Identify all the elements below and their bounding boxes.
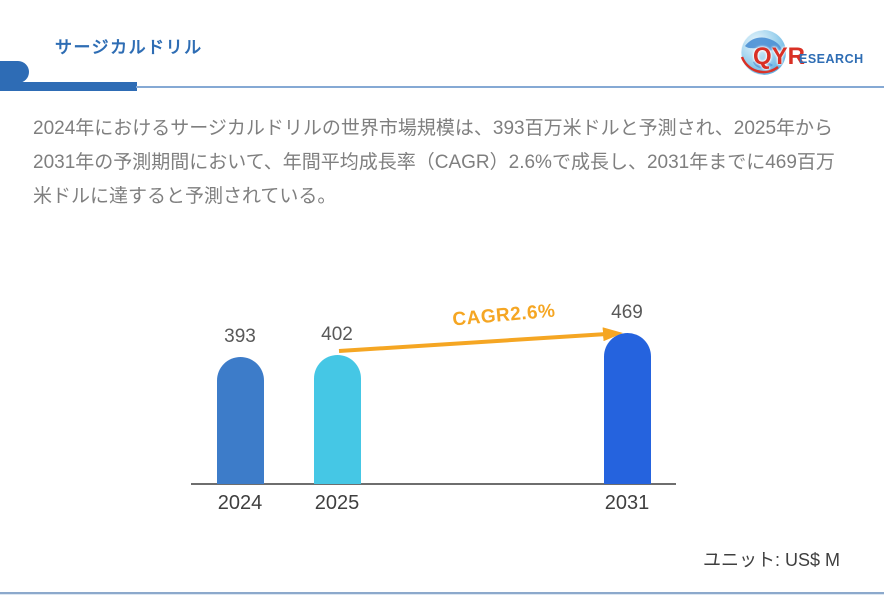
qyresearch-logo: QYR ESEARCH xyxy=(732,27,864,81)
title-underline-thick xyxy=(0,82,137,91)
x-axis-line xyxy=(191,483,676,485)
header-accent-tab xyxy=(0,61,29,83)
cagr-label: CAGR2.6% xyxy=(451,300,557,331)
bar-2031 xyxy=(603,333,651,484)
category-label-2031: 2031 xyxy=(604,492,650,514)
logo-text-esearch: ESEARCH xyxy=(799,52,864,66)
bottom-border xyxy=(0,592,884,594)
page-title: サージカルドリル xyxy=(55,38,203,57)
value-label-2024: 393 xyxy=(224,326,256,347)
globe-icon xyxy=(740,29,787,81)
summary-text: 2024年におけるサージカルドリルの世界市場規模は、393百万米ドルと予測され、… xyxy=(33,118,835,207)
category-label-2025: 2025 xyxy=(314,492,360,514)
value-label-2025: 402 xyxy=(321,324,353,345)
category-label-2024: 2024 xyxy=(217,492,263,514)
bar-2025 xyxy=(313,355,361,484)
title-underline-thin xyxy=(136,86,884,88)
bar-2024 xyxy=(216,357,264,484)
unit-label: ユニット: US$ M xyxy=(702,550,840,570)
value-label-2031: 469 xyxy=(611,302,643,323)
logo-text-qyr: QYR xyxy=(753,43,806,70)
